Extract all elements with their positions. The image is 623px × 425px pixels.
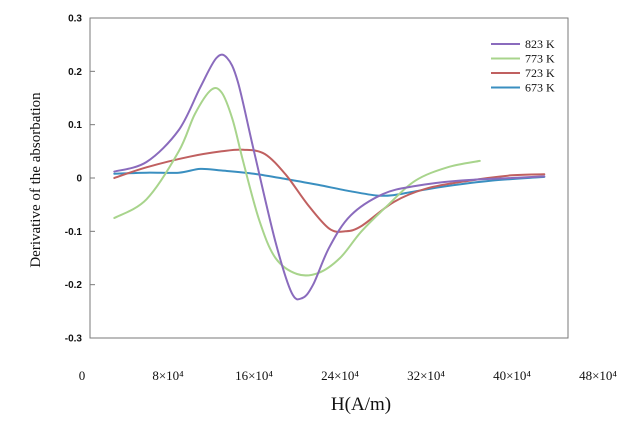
y-tick-label: -0.2 bbox=[65, 280, 83, 291]
legend-label-823-k: 823 K bbox=[525, 37, 555, 51]
x-tick-label: 32×10⁴ bbox=[407, 368, 445, 383]
x-tick-label: 0 bbox=[79, 368, 86, 383]
x-tick-label: 48×10⁴ bbox=[579, 368, 617, 383]
legend-label-673-k: 673 K bbox=[525, 81, 555, 95]
x-axis-title: H(A/m) bbox=[331, 394, 391, 415]
legend-label-723-k: 723 K bbox=[525, 66, 555, 80]
y-axis-title: Derivative of the absorbation bbox=[28, 92, 44, 268]
x-tick-label: 24×10⁴ bbox=[321, 368, 359, 383]
series-lines bbox=[113, 53, 546, 301]
y-tick-label: 0 bbox=[76, 174, 82, 185]
y-tick-label: 0.2 bbox=[68, 67, 82, 78]
x-tick-label: 8×10⁴ bbox=[152, 368, 184, 383]
y-tick-label: 0.3 bbox=[68, 14, 82, 25]
y-tick-label: 0.1 bbox=[68, 120, 82, 131]
x-axis: 0 8×10⁴ 16×10⁴ 24×10⁴ 32×10⁴ 40×10⁴ 48×10⁴ bbox=[79, 368, 618, 383]
x-tick-label: 16×10⁴ bbox=[235, 368, 273, 383]
series-line-723-k bbox=[113, 148, 546, 233]
series-line-673-k bbox=[113, 167, 546, 197]
y-tick-label: -0.3 bbox=[65, 334, 83, 345]
x-tick-label: 40×10⁴ bbox=[493, 368, 531, 383]
legend-label-773-k: 773 K bbox=[525, 52, 555, 66]
y-tick-label: -0.1 bbox=[65, 227, 83, 238]
series-line-773-k bbox=[113, 86, 481, 277]
y-axis: 0.3 0.2 0.1 0 -0.1 -0.2 -0.3 bbox=[65, 14, 95, 345]
series-line-823-k bbox=[113, 53, 546, 301]
